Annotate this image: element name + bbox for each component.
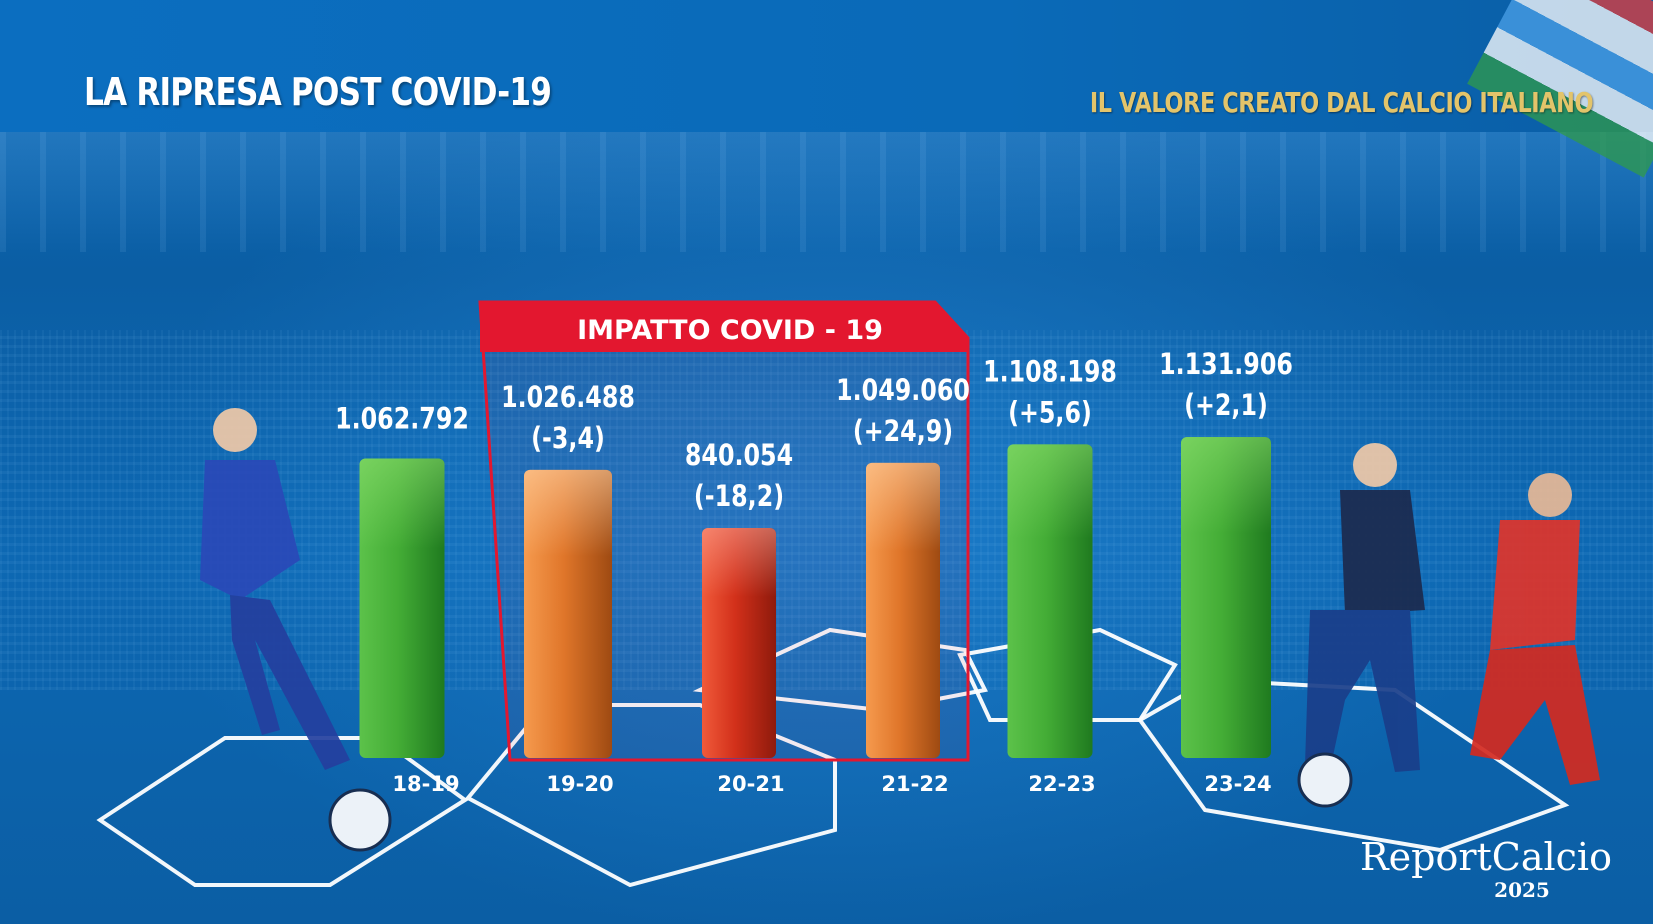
category-label-23-24: 23-24 (1204, 772, 1271, 796)
player-figure-left (200, 408, 392, 852)
category-label-20-21: 20-21 (717, 772, 784, 796)
player-figure-right-2 (1470, 473, 1600, 785)
category-label-18-19: 18-19 (392, 772, 459, 796)
change-label-23-24: (+2,1) (1184, 389, 1268, 423)
bar-highlight-18-19 (359, 458, 445, 758)
bars-layer (359, 437, 1271, 758)
value-label-22-23: 1.108.198 (983, 355, 1117, 389)
bar-highlight-20-21 (702, 528, 776, 758)
player-figure-right-1 (1297, 443, 1425, 808)
category-label-19-20: 19-20 (546, 772, 613, 796)
value-label-21-22: 1.049.060 (836, 374, 970, 408)
change-label-21-22: (+24,9) (853, 415, 953, 449)
category-label-22-23: 22-23 (1028, 772, 1095, 796)
reportcalcio-logo: ReportCalcio 2025 (1360, 835, 1612, 902)
logo-year: 2025 (1494, 878, 1550, 902)
labels-layer: 1.062.792 18-19 1.026.488 (-3,4) 19-20 840.05… (335, 348, 1293, 796)
value-label-23-24: 1.131.906 (1159, 348, 1293, 382)
covid-impact-label: IMPATTO COVID - 19 (577, 315, 883, 346)
change-label-22-23: (+5,6) (1008, 396, 1092, 430)
value-label-19-20: 1.026.488 (501, 381, 635, 415)
bar-highlight-19-20 (524, 469, 612, 758)
category-label-21-22: 21-22 (881, 772, 948, 796)
logo-wordmark: ReportCalcio (1360, 835, 1612, 879)
change-label-20-21: (-18,2) (694, 480, 784, 514)
value-label-20-21: 840.054 (685, 439, 793, 473)
page-subtitle: IL VALORE CREATO DAL CALCIO ITALIANO (1089, 86, 1594, 119)
stadium-lights-backdrop (0, 132, 1653, 252)
change-label-19-20: (-3,4) (531, 422, 605, 456)
header-band (0, 0, 1653, 132)
bar-highlight-21-22 (866, 462, 940, 758)
bar-highlight-22-23 (1007, 444, 1093, 758)
page-title: LA RIPRESA POST COVID-19 (84, 70, 552, 114)
value-label-18-19: 1.062.792 (335, 402, 469, 436)
bar-highlight-23-24 (1181, 437, 1271, 758)
